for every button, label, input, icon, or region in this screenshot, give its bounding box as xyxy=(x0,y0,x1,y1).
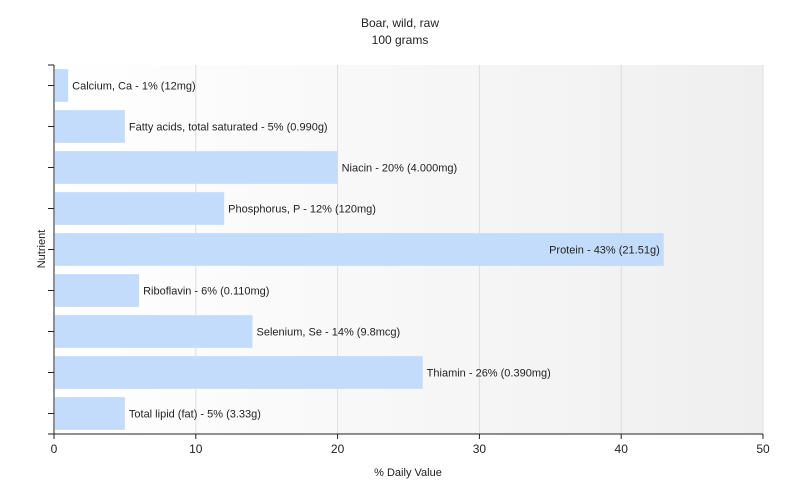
bar-label: Total lipid (fat) - 5% (3.33g) xyxy=(129,409,261,421)
bar-label: Riboflavin - 6% (0.110mg) xyxy=(143,286,269,298)
bar-label: Phosphorus, P - 12% (120mg) xyxy=(228,204,376,216)
x-tick-label: 0 xyxy=(51,442,58,456)
chart-subtitle: 100 grams xyxy=(372,33,429,47)
bar-label: Thiamin - 26% (0.390mg) xyxy=(427,368,551,380)
bar xyxy=(55,315,253,348)
bars: Calcium, Ca - 1% (12mg) Fatty acids, tota… xyxy=(55,69,664,430)
bar-label: Fatty acids, total saturated - 5% (0.990… xyxy=(129,122,328,134)
bar xyxy=(55,69,69,102)
x-axis-label: % Daily Value xyxy=(374,467,442,479)
x-tick-label: 50 xyxy=(756,442,770,456)
bar-label: Protein - 43% (21.51g) xyxy=(549,245,660,257)
y-axis-label: Nutrient xyxy=(36,230,48,269)
x-tick-label: 10 xyxy=(189,442,203,456)
x-tick-label: 30 xyxy=(473,442,487,456)
bar xyxy=(55,356,423,389)
axes: 0 10 20 30 40 50 xyxy=(48,64,770,456)
bar-label: Calcium, Ca - 1% (12mg) xyxy=(72,81,195,93)
bar xyxy=(55,151,338,184)
bar xyxy=(55,274,140,307)
chart-title: Boar, wild, raw xyxy=(361,16,439,30)
x-tick-label: 40 xyxy=(615,442,629,456)
bar-label: Niacin - 20% (4.000mg) xyxy=(342,163,458,175)
bar-label: Selenium, Se - 14% (9.8mcg) xyxy=(257,327,401,339)
bar xyxy=(55,110,125,143)
bar xyxy=(55,397,125,430)
x-tick-label: 20 xyxy=(331,442,345,456)
bar xyxy=(55,192,225,225)
bar xyxy=(55,233,664,266)
